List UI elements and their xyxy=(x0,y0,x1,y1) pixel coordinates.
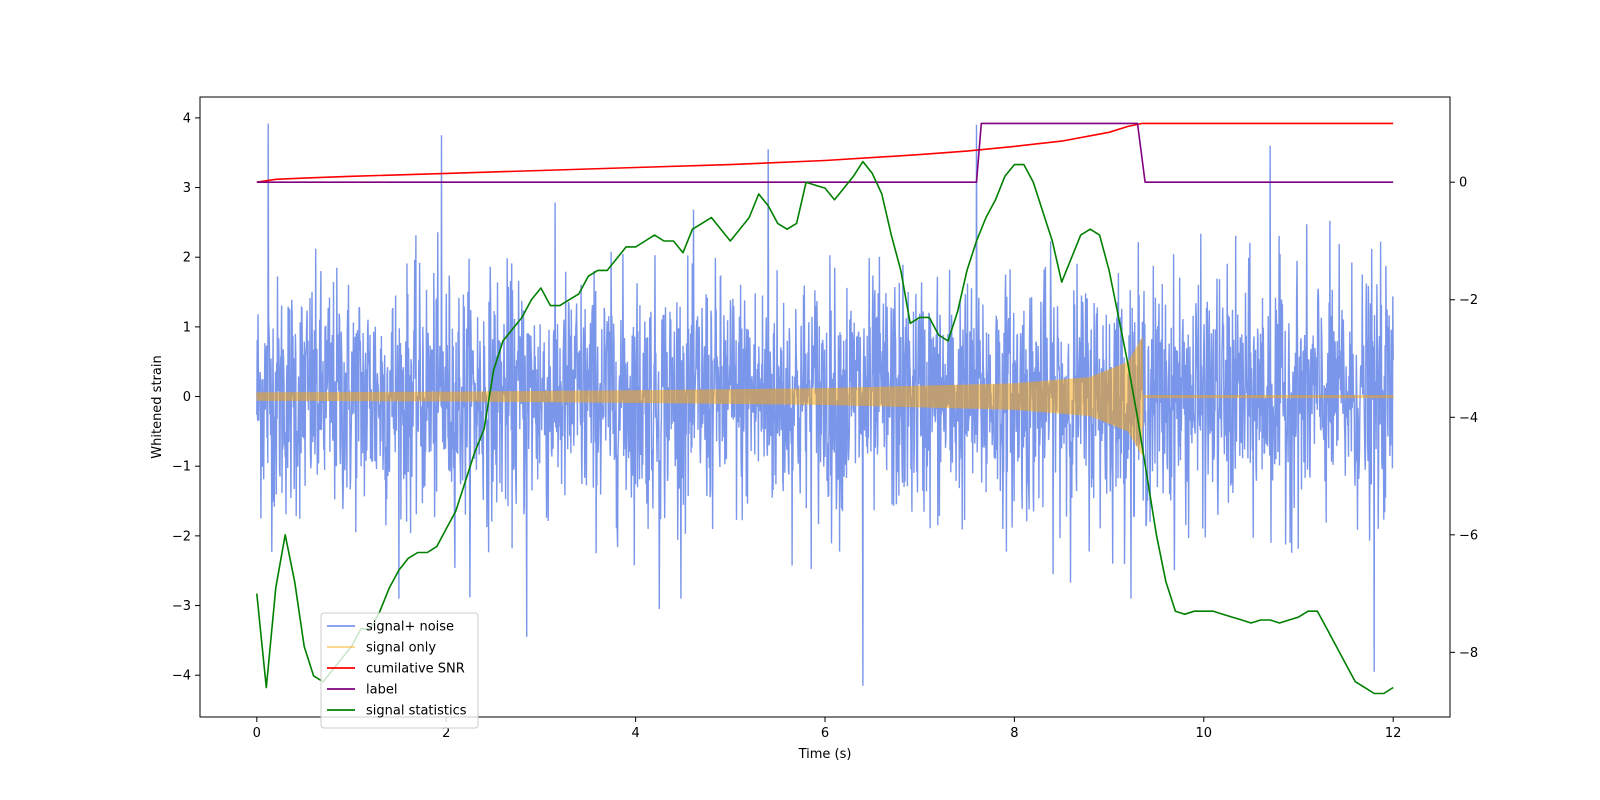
legend: signal+ noise signal only cumilative SNR la… xyxy=(320,612,479,729)
y2-tick-label: 0 xyxy=(1459,176,1467,191)
legend-box xyxy=(320,612,479,729)
legend-label: signal+ noise xyxy=(366,620,454,635)
y2-tick-label: −4 xyxy=(1459,411,1478,426)
y-tick-label: 2 xyxy=(183,251,191,266)
x-tick-label: 4 xyxy=(631,726,639,741)
x-tick-label: 10 xyxy=(1196,726,1213,741)
series-label xyxy=(256,122,1394,183)
y-tick-label: 1 xyxy=(183,320,191,335)
x-axis-label: Time (s) xyxy=(798,747,852,762)
series-signal-statistics xyxy=(256,160,1394,695)
series-signal-only xyxy=(256,337,1394,456)
x-tick-label: 0 xyxy=(253,726,261,741)
series-layer xyxy=(256,122,1394,695)
y-tick-label: −3 xyxy=(172,599,191,614)
y-tick-label: 0 xyxy=(183,390,191,405)
x-tick-label: 12 xyxy=(1385,726,1402,741)
y-tick-label: −2 xyxy=(172,529,191,544)
x-tick-label: 2 xyxy=(442,726,450,741)
y2-tick-label: −6 xyxy=(1459,528,1478,543)
y-axis-right: −8 −6 −4 −2 0 xyxy=(1450,176,1478,661)
x-axis: 0 2 4 6 8 10 12 xyxy=(253,717,1402,741)
series-cumulative-snr xyxy=(256,122,1394,183)
y-tick-label: −4 xyxy=(172,669,191,684)
y-tick-label: −1 xyxy=(172,460,191,475)
series-signal-noise xyxy=(256,123,1394,686)
legend-label: signal only xyxy=(366,641,436,656)
legend-label: cumilative SNR xyxy=(366,662,465,677)
legend-label: label xyxy=(366,683,397,698)
y-axis-left: −4 −3 −2 −1 0 1 2 3 4 xyxy=(172,111,200,684)
x-tick-label: 6 xyxy=(821,726,829,741)
x-tick-label: 8 xyxy=(1010,726,1018,741)
y2-tick-label: −8 xyxy=(1459,646,1478,661)
y2-tick-label: −2 xyxy=(1459,293,1478,308)
y-axis-label: Whitened strain xyxy=(150,355,165,458)
y-tick-label: 4 xyxy=(183,111,191,126)
y-tick-label: 3 xyxy=(183,181,191,196)
legend-label: signal statistics xyxy=(366,704,467,719)
